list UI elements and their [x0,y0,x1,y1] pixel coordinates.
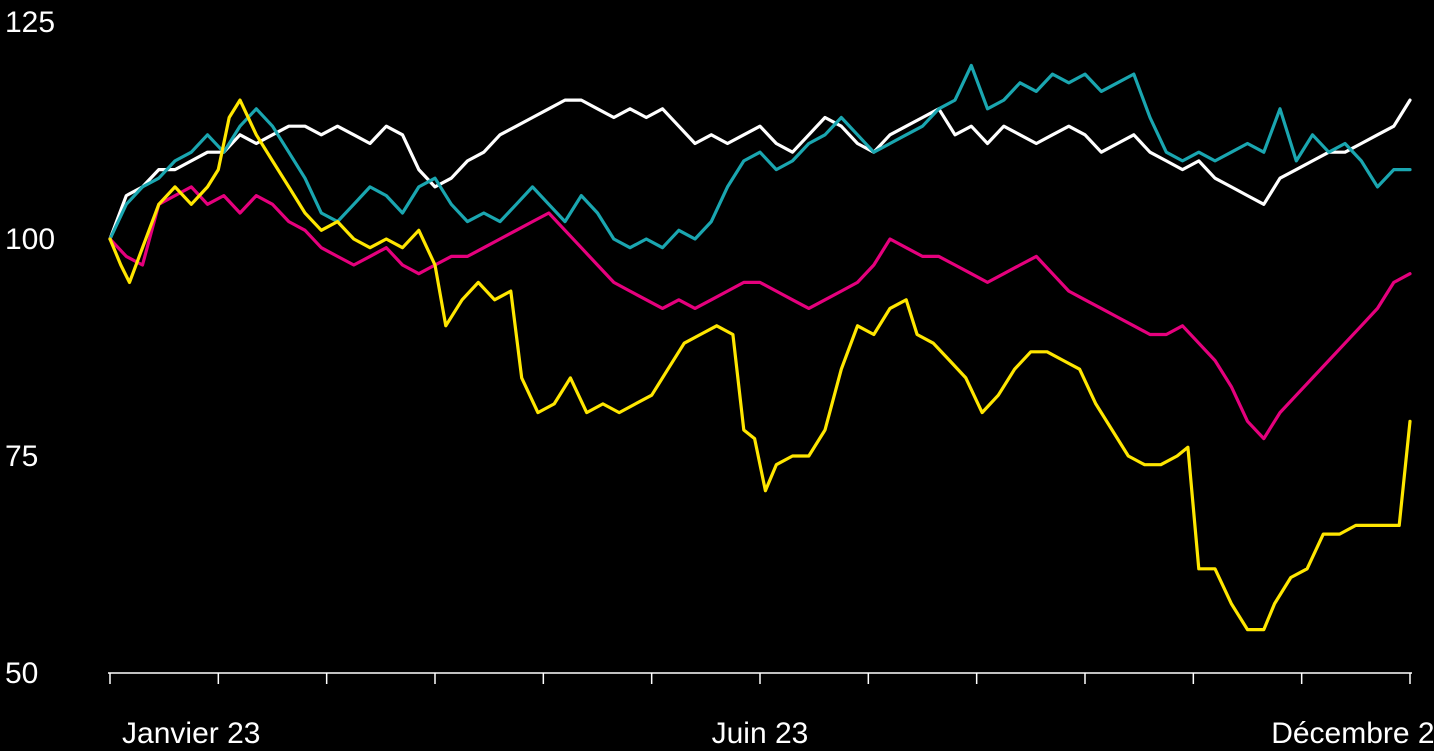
x-tick-label: Janvier 23 [122,717,260,750]
series-layer [108,63,1412,632]
y-tick-label: 100 [5,223,55,256]
series-line-2 [108,185,1412,441]
y-axis: 125 100 75 50 [5,6,55,690]
x-tick-label: Décembre 23 [1271,717,1434,750]
y-tick-label: 50 [5,657,38,690]
y-tick-label: 125 [5,6,55,39]
x-axis: Janvier 23 Juin 23 Décembre 23 [108,672,1434,750]
y-tick-label: 75 [5,440,38,473]
x-tick-label: Juin 23 [712,717,809,750]
series-line-0 [108,98,1412,241]
series-line-1 [108,63,1412,250]
series-line-3 [108,98,1412,632]
